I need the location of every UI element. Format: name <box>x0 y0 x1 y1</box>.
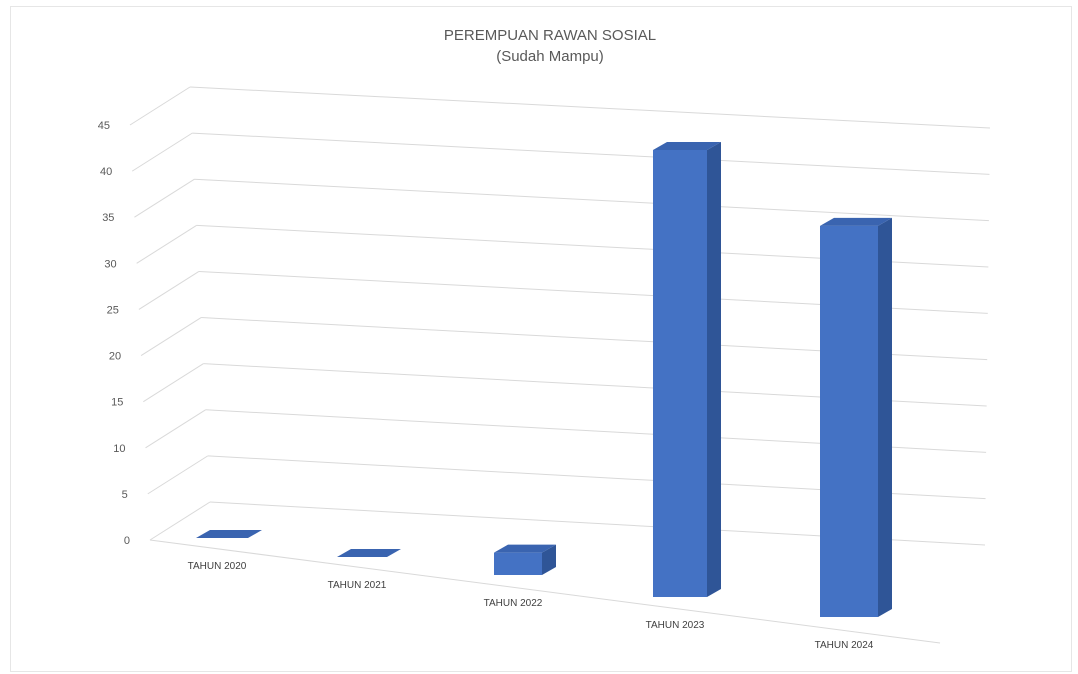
y-tick-label: 5 <box>122 489 128 501</box>
gridline-side <box>136 224 197 264</box>
y-axis-ticks: 0 5 10 15 20 25 30 35 40 45 <box>98 120 130 547</box>
bar <box>196 530 262 538</box>
gridline-side <box>140 317 202 356</box>
bar <box>494 544 556 575</box>
y-tick-label: 10 <box>113 443 125 455</box>
gridline-side <box>134 178 195 218</box>
y-tick-label: 0 <box>124 535 130 547</box>
x-tick-label: TAHUN 2021 <box>328 580 387 591</box>
y-tick-label: 30 <box>104 258 116 270</box>
y-tick-label: 25 <box>107 304 119 316</box>
bar <box>820 217 892 617</box>
gridline-side <box>138 271 200 310</box>
bar-top <box>653 142 721 150</box>
gridline-side <box>149 501 211 541</box>
bar-top <box>820 217 892 226</box>
y-tick-label: 35 <box>102 212 114 224</box>
y-tick-label: 20 <box>109 351 121 363</box>
bar-side <box>878 217 892 617</box>
bar-front <box>494 552 542 575</box>
bars <box>196 142 892 617</box>
bar-side <box>542 544 556 575</box>
chart-title: PEREMPUAN RAWAN SOSIAL <box>444 27 656 44</box>
bar-front <box>820 225 878 617</box>
bar-top <box>337 549 401 557</box>
gridline <box>194 178 989 222</box>
bar <box>337 549 401 557</box>
x-tick-label: TAHUN 2024 <box>815 640 874 651</box>
x-tick-label: TAHUN 2023 <box>646 620 705 631</box>
bar-top <box>196 530 262 538</box>
bar-top <box>494 544 556 553</box>
gridline-side <box>143 363 204 403</box>
gridline-side <box>145 409 206 449</box>
gridline-side <box>131 132 193 172</box>
x-tick-label: TAHUN 2020 <box>188 561 247 572</box>
floor-edge <box>149 539 941 644</box>
gridline-side <box>129 86 191 126</box>
y-tick-label: 45 <box>98 120 110 132</box>
y-tick-label: 15 <box>111 397 123 409</box>
x-axis-labels: TAHUN 2020 TAHUN 2021 TAHUN 2022 TAHUN 2023… <box>188 561 874 651</box>
y-tick-label: 40 <box>100 166 112 178</box>
gridline <box>189 86 991 129</box>
bar-front <box>653 150 707 597</box>
bar-side <box>707 142 721 597</box>
x-tick-label: TAHUN 2022 <box>484 598 543 609</box>
chart-subtitle: (Sudah Mampu) <box>496 48 604 65</box>
gridline <box>192 132 990 175</box>
bar <box>653 142 721 597</box>
gridline-side <box>147 455 209 495</box>
